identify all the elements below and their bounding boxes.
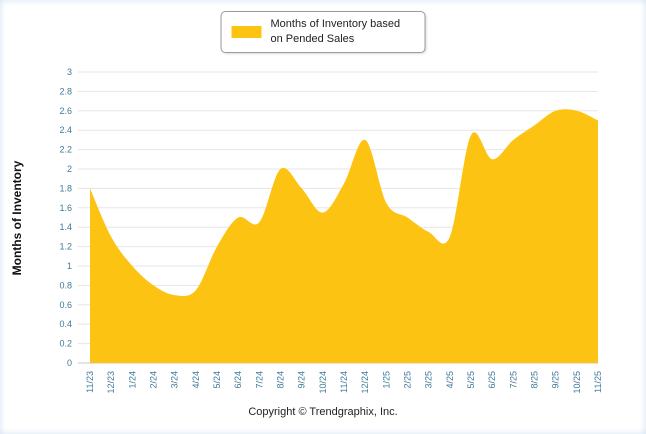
svg-text:2.8: 2.8 xyxy=(59,86,72,96)
svg-text:9/25: 9/25 xyxy=(551,371,561,389)
legend-swatch xyxy=(231,25,262,38)
x-axis-tick-labels: 11/23 12/23 1/24 2/24 3/24 4/24 5/24 6/24 7/24 8/… xyxy=(85,371,603,394)
svg-text:2/24: 2/24 xyxy=(149,371,159,389)
svg-text:2/25: 2/25 xyxy=(403,371,413,389)
svg-text:7/25: 7/25 xyxy=(508,371,518,389)
svg-text:1/25: 1/25 xyxy=(381,371,391,389)
svg-text:0.8: 0.8 xyxy=(59,280,72,290)
svg-text:11/25: 11/25 xyxy=(593,371,603,393)
svg-text:7/24: 7/24 xyxy=(254,371,264,389)
svg-text:12/24: 12/24 xyxy=(360,371,370,394)
svg-text:5/25: 5/25 xyxy=(466,371,476,389)
svg-text:1: 1 xyxy=(67,261,72,271)
svg-text:10/24: 10/24 xyxy=(318,371,328,394)
svg-text:11/23: 11/23 xyxy=(85,371,95,393)
area-series xyxy=(90,109,598,363)
svg-text:4/25: 4/25 xyxy=(445,371,455,389)
svg-text:2.2: 2.2 xyxy=(59,145,72,155)
svg-text:0: 0 xyxy=(67,358,72,368)
svg-text:1/24: 1/24 xyxy=(127,371,137,389)
svg-text:10/25: 10/25 xyxy=(572,371,582,394)
y-axis-title: Months of Inventory xyxy=(10,160,24,276)
svg-text:11/24: 11/24 xyxy=(339,371,349,393)
svg-text:2.6: 2.6 xyxy=(59,106,72,116)
y-axis-tick-labels: 0 0.2 0.4 0.6 0.8 1 1.2 1.4 1.6 1.8 2 2.2 2.4 2.6 2.8 3 xyxy=(59,67,72,368)
svg-text:2.4: 2.4 xyxy=(59,125,72,135)
svg-text:1.4: 1.4 xyxy=(59,222,72,232)
svg-text:1.8: 1.8 xyxy=(59,183,72,193)
legend[interactable]: Months of Inventory based on Pended Sale… xyxy=(220,11,426,53)
svg-text:1.2: 1.2 xyxy=(59,242,72,252)
svg-text:3/24: 3/24 xyxy=(170,371,180,389)
svg-text:2: 2 xyxy=(67,164,72,174)
svg-text:5/24: 5/24 xyxy=(212,371,222,389)
svg-text:3: 3 xyxy=(67,67,72,77)
svg-text:6/24: 6/24 xyxy=(233,371,243,389)
svg-text:6/25: 6/25 xyxy=(487,371,497,389)
copyright-text: Copyright © Trendgraphix, Inc. xyxy=(248,406,398,418)
svg-text:8/25: 8/25 xyxy=(530,371,540,389)
svg-text:9/24: 9/24 xyxy=(297,371,307,389)
legend-label: Months of Inventory based on Pended Sale… xyxy=(270,18,401,45)
svg-text:0.4: 0.4 xyxy=(59,319,72,329)
svg-text:0.6: 0.6 xyxy=(59,300,72,310)
svg-text:0.2: 0.2 xyxy=(59,339,72,349)
svg-text:1.6: 1.6 xyxy=(59,203,72,213)
svg-text:4/24: 4/24 xyxy=(191,371,201,389)
svg-text:3/25: 3/25 xyxy=(424,371,434,389)
area-chart: 0 0.2 0.4 0.6 0.8 1 1.2 1.4 1.6 1.8 2 2.2 2.4 2.6 2.8 3… xyxy=(59,67,603,394)
svg-text:8/24: 8/24 xyxy=(276,371,286,389)
svg-text:12/23: 12/23 xyxy=(106,371,116,394)
